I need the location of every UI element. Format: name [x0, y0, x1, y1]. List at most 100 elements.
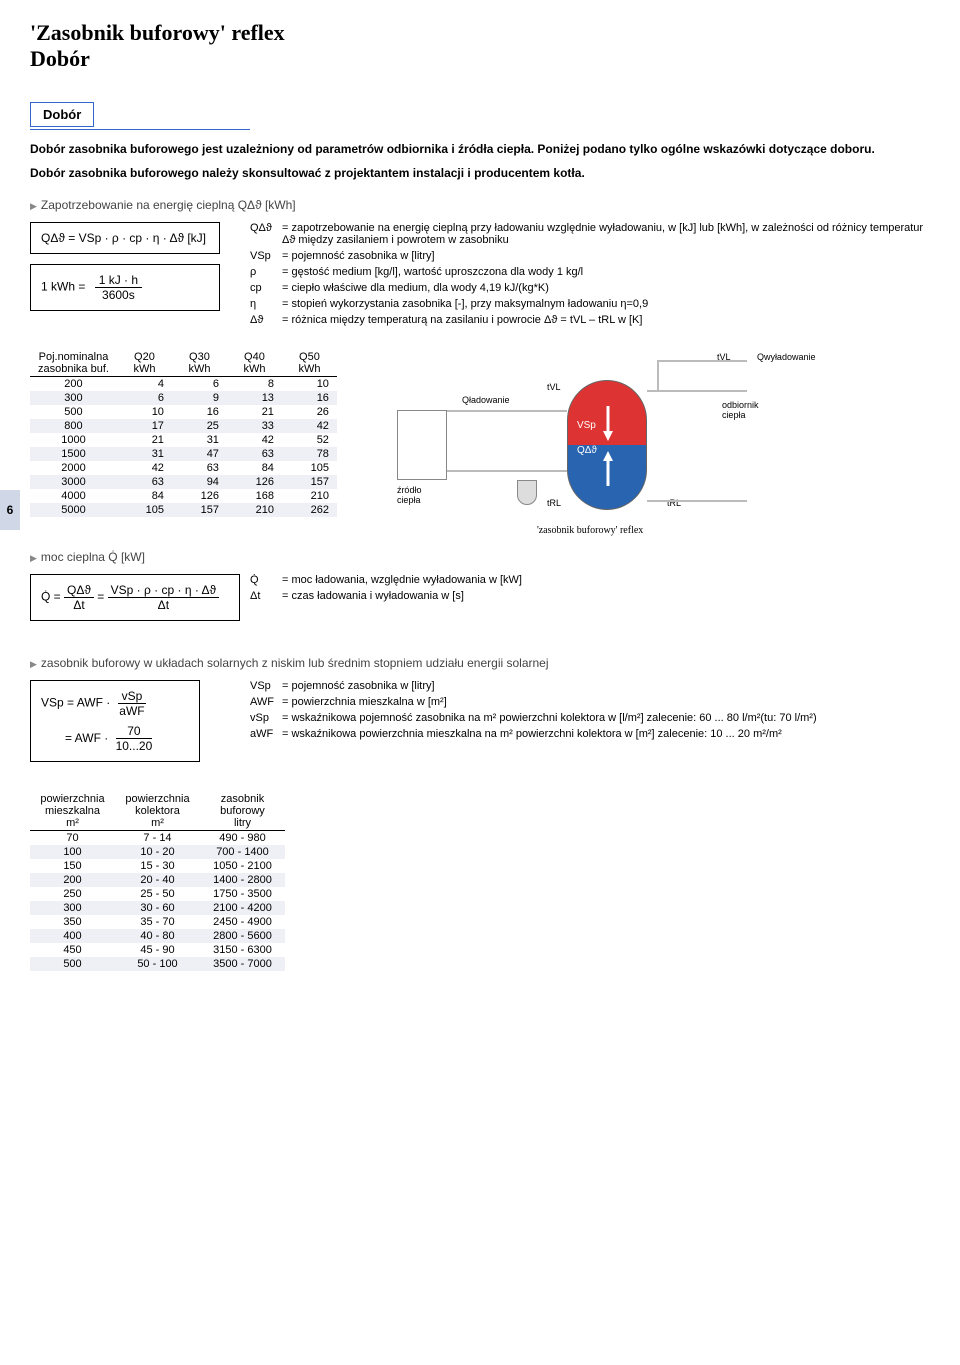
def-text: = zapotrzebowanie na energię cieplną prz…	[282, 222, 930, 246]
table-cell: 105	[282, 461, 337, 475]
table-cell: 30 - 60	[115, 901, 200, 915]
table-row: 10010 - 20700 - 1400	[30, 845, 285, 859]
table-cell: 1750 - 3500	[200, 887, 285, 901]
table-row: 50010162126	[30, 405, 337, 419]
table-cell: 700 - 1400	[200, 845, 285, 859]
s2-d1: Δt	[64, 598, 94, 612]
sec3-defs: VSp= pojemność zasobnika w [litry]AWF= p…	[240, 680, 930, 772]
table-header: Q50kWh	[282, 350, 337, 377]
table-cell: 2100 - 4200	[200, 901, 285, 915]
table-cell: 105	[117, 503, 172, 517]
table-cell: 5000	[30, 503, 117, 517]
table-cell: 10 - 20	[115, 845, 200, 859]
section-label: Dobór	[30, 102, 94, 127]
table-row: 40040 - 802800 - 5600	[30, 929, 285, 943]
table-row: 150031476378	[30, 447, 337, 461]
table-cell: 47	[172, 447, 227, 461]
label-odbiornik: odbiornik ciepła	[722, 400, 759, 420]
table-cell: 45 - 90	[115, 943, 200, 957]
table-cell: 490 - 980	[200, 831, 285, 846]
table-cell: 42	[117, 461, 172, 475]
table-row: 25025 - 501750 - 3500	[30, 887, 285, 901]
sec1-formula-col: QΔϑ = VSp · ρ · cp · η · Δϑ [kJ] 1 kWh =…	[30, 222, 240, 330]
table-cell: 84	[117, 489, 172, 503]
s2-n1: QΔϑ	[64, 583, 94, 598]
f2-den: 3600s	[95, 288, 142, 302]
diagram-caption: 'zasobnik buforowy' reflex	[537, 525, 643, 536]
table-cell: 168	[227, 489, 282, 503]
def-symbol: vSp	[250, 712, 282, 724]
sec3-heading: zasobnik buforowy w układach solarnych z…	[30, 656, 930, 670]
table-cell: 25 - 50	[115, 887, 200, 901]
table-cell: 3500 - 7000	[200, 957, 285, 971]
table-cell: 84	[227, 461, 282, 475]
definition-row: Q̇= moc ładowania, względnie wyładowania…	[250, 574, 930, 586]
intro-text-1: Dobór zasobnika buforowego jest uzależni…	[30, 142, 930, 156]
f2-left: 1 kWh =	[41, 280, 85, 294]
table-cell: 126	[227, 475, 282, 489]
label-vsp: VSp	[577, 420, 596, 431]
definition-row: Δϑ= różnica między temperaturą na zasila…	[250, 314, 930, 326]
def-symbol: VSp	[250, 250, 282, 262]
s2-eq: =	[97, 590, 107, 604]
table-cell: 10	[282, 377, 337, 392]
table-cell: 31	[117, 447, 172, 461]
table-cell: 78	[282, 447, 337, 461]
def-symbol: Δt	[250, 590, 282, 602]
definition-row: aWF= wskaźnikowa powierzchnia mieszkalna…	[250, 728, 930, 740]
pipe	[647, 390, 747, 392]
f2-num: 1 kJ · h	[95, 273, 142, 288]
definition-row: vSp= wskaźnikowa pojemność zasobnika na …	[250, 712, 930, 724]
def-symbol: aWF	[250, 728, 282, 740]
sec2-formula-col: Q̇ = QΔϑ Δt = VSp · ρ · cp · η · Δϑ Δt	[30, 574, 240, 631]
table-row: 400084126168210	[30, 489, 337, 503]
def-text: = moc ładowania, względnie wyładowania w…	[282, 574, 930, 586]
def-symbol: Δϑ	[250, 314, 282, 326]
table-row: 80017253342	[30, 419, 337, 433]
table-cell: 13	[227, 391, 282, 405]
table-header: zasobnikbuforowylitry	[200, 792, 285, 831]
def-symbol: cp	[250, 282, 282, 294]
table-cell: 3000	[30, 475, 117, 489]
def-symbol: η	[250, 298, 282, 310]
definition-row: VSp= pojemność zasobnika w [litry]	[250, 680, 930, 692]
pipe	[647, 500, 747, 502]
table-cell: 26	[282, 405, 337, 419]
s2-n2: VSp · ρ · cp · η · Δϑ	[108, 583, 219, 598]
table-cell: 63	[172, 461, 227, 475]
s3-n2: 70	[116, 724, 153, 739]
table-row: 100021314252	[30, 433, 337, 447]
table-cell: 1000	[30, 433, 117, 447]
intro-text-2: Dobór zasobnika buforowego należy skonsu…	[30, 166, 930, 180]
table-cell: 21	[227, 405, 282, 419]
table-cell: 8	[227, 377, 282, 392]
table-row: 20046810	[30, 377, 337, 392]
sec2-heading: moc cieplna Q̇ [kW]	[30, 550, 930, 564]
table-cell: 250	[30, 887, 115, 901]
table-cell: 1050 - 2100	[200, 859, 285, 873]
table-cell: 200	[30, 377, 117, 392]
table-cell: 210	[282, 489, 337, 503]
table-cell: 16	[172, 405, 227, 419]
def-text: = pojemność zasobnika w [litry]	[282, 250, 930, 262]
table-row: 707 - 14490 - 980	[30, 831, 285, 846]
table-cell: 157	[282, 475, 337, 489]
buffer-tank-diagram: źródło ciepła Qładowanie tVL tVL Qwyłado…	[367, 350, 767, 550]
table-cell: 210	[227, 503, 282, 517]
table-header: Q30kWh	[172, 350, 227, 377]
pipe	[447, 410, 567, 412]
sec2-row: Q̇ = QΔϑ Δt = VSp · ρ · cp · η · Δϑ Δt Q…	[30, 574, 930, 631]
table3: powierzchniamieszkalnam²powierzchniakole…	[30, 792, 285, 971]
table-cell: 52	[282, 433, 337, 447]
table-cell: 20 - 40	[115, 873, 200, 887]
table-row: 2000426384105	[30, 461, 337, 475]
def-symbol: ρ	[250, 266, 282, 278]
s3-l2: = AWF ·	[65, 731, 108, 745]
table-row: 50050 - 1003500 - 7000	[30, 957, 285, 971]
table-cell: 42	[227, 433, 282, 447]
sec1-heading: Zapotrzebowanie na energię cieplną QΔϑ […	[30, 198, 930, 212]
table-cell: 7 - 14	[115, 831, 200, 846]
def-text: = powierzchnia mieszkalna w [m²]	[282, 696, 930, 708]
table-row: 300691316	[30, 391, 337, 405]
table-cell: 2450 - 4900	[200, 915, 285, 929]
